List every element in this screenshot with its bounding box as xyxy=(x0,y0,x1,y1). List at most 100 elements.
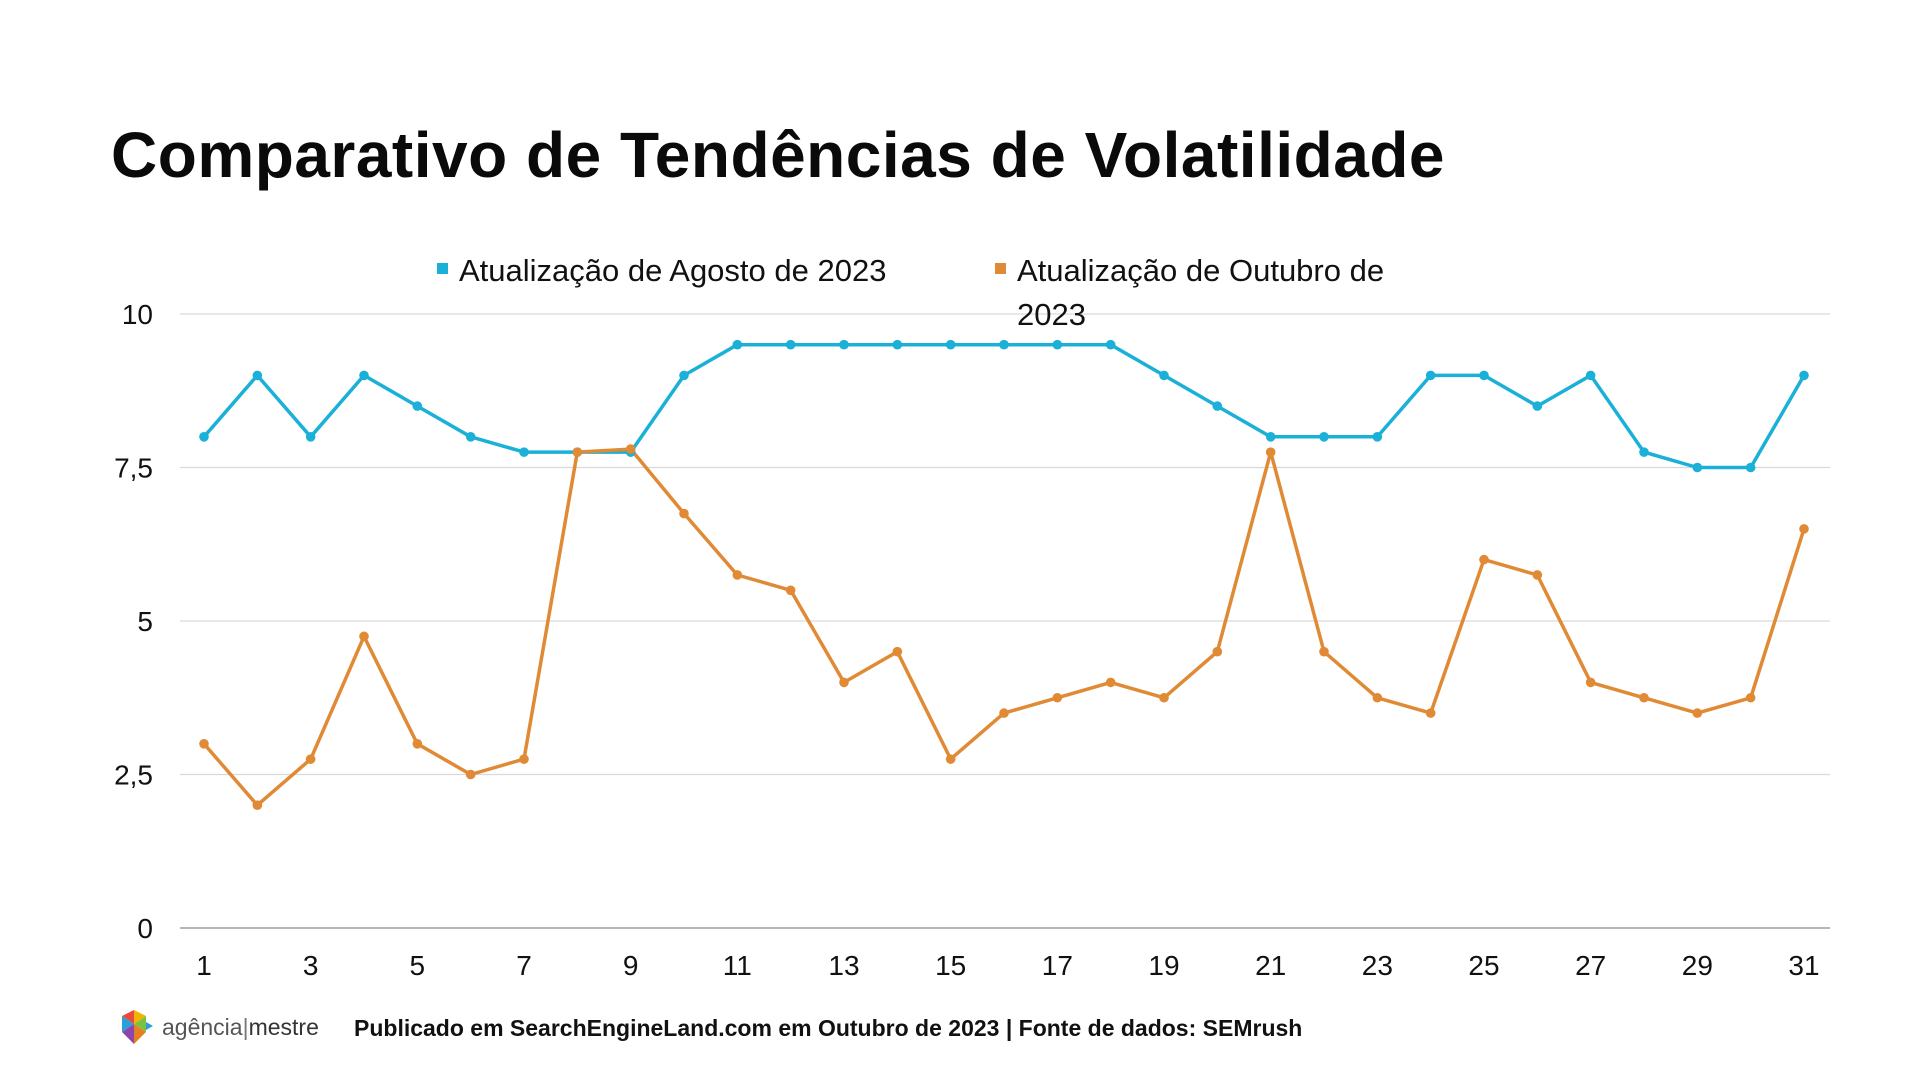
data-point-outubro xyxy=(785,585,796,596)
logo-brand: agência xyxy=(162,1013,243,1040)
chart-title: Comparativo de Tendências de Volatilidad… xyxy=(111,119,1445,191)
data-point-agosto xyxy=(359,370,369,381)
data-point-agosto xyxy=(1532,401,1543,411)
legend-label: Atualização de Agosto de 2023 xyxy=(459,253,886,288)
data-point-agosto xyxy=(519,447,529,457)
logo-text: agência|mestre xyxy=(162,1014,319,1041)
data-point-agosto xyxy=(1159,370,1169,381)
logo-brand2: mestre xyxy=(248,1013,319,1040)
x-tick-label: 21 xyxy=(1255,950,1286,981)
data-point-outubro xyxy=(999,708,1009,718)
data-point-outubro xyxy=(305,754,316,764)
data-point-outubro xyxy=(1319,646,1329,657)
data-point-outubro xyxy=(199,739,209,749)
data-point-agosto xyxy=(1585,370,1596,381)
data-point-outubro xyxy=(1105,677,1116,688)
x-tick-label: 25 xyxy=(1468,950,1499,981)
data-point-agosto xyxy=(732,339,743,350)
data-point-outubro xyxy=(625,444,636,454)
data-point-agosto xyxy=(1052,339,1063,350)
data-point-agosto xyxy=(892,339,903,350)
data-point-outubro xyxy=(945,754,956,764)
series-line-agosto xyxy=(202,342,1806,470)
data-point-outubro xyxy=(1639,692,1649,703)
data-point-agosto xyxy=(1319,432,1329,442)
y-tick-label: 0 xyxy=(137,913,153,944)
x-tick-label: 17 xyxy=(1042,950,1073,981)
data-point-agosto xyxy=(945,339,956,350)
data-point-outubro xyxy=(1372,692,1383,703)
logo-mark-icon xyxy=(122,1010,153,1044)
legend-label: 2023 xyxy=(1017,297,1086,332)
data-point-outubro xyxy=(1479,554,1489,565)
data-point-outubro xyxy=(839,677,849,688)
data-point-agosto xyxy=(1265,432,1276,442)
logo-separator: | xyxy=(242,1013,249,1040)
x-tick-label: 23 xyxy=(1362,950,1393,981)
data-point-outubro xyxy=(465,769,476,780)
data-point-agosto xyxy=(1745,462,1756,473)
data-point-agosto xyxy=(412,401,423,411)
y-tick-label: 7,5 xyxy=(114,453,153,484)
data-point-outubro xyxy=(1159,692,1169,703)
source-note: Publicado em SearchEngineLand.com em Out… xyxy=(354,1015,1303,1041)
legend-swatch xyxy=(995,263,1006,274)
x-tick-label: 29 xyxy=(1682,950,1713,981)
data-point-agosto xyxy=(1692,462,1703,473)
data-point-outubro xyxy=(1532,570,1543,580)
x-tick-label: 31 xyxy=(1788,950,1819,981)
data-point-outubro xyxy=(732,570,743,580)
x-tick-label: 7 xyxy=(516,950,532,981)
x-tick-label: 11 xyxy=(723,950,752,981)
data-point-outubro xyxy=(1745,692,1756,703)
data-point-agosto xyxy=(1479,370,1489,381)
x-tick-label: 5 xyxy=(410,950,426,981)
x-tick-label: 15 xyxy=(935,950,966,981)
x-tick-label: 19 xyxy=(1148,950,1179,981)
data-point-outubro xyxy=(1585,677,1596,688)
data-point-outubro xyxy=(1212,646,1223,657)
series-line-outubro xyxy=(202,447,1806,807)
x-tick-label: 1 xyxy=(196,950,212,981)
data-point-outubro xyxy=(1425,708,1436,718)
data-point-outubro xyxy=(679,508,689,519)
grid-lines xyxy=(180,313,1830,929)
x-tick-label: 13 xyxy=(828,950,859,981)
data-point-agosto xyxy=(999,339,1009,350)
data-point-outubro xyxy=(572,447,583,457)
data-point-agosto xyxy=(305,432,316,442)
data-point-agosto xyxy=(1212,401,1223,411)
data-point-outubro xyxy=(359,631,369,642)
data-point-agosto xyxy=(1639,447,1649,457)
y-tick-label: 2,5 xyxy=(114,760,153,791)
data-point-outubro xyxy=(412,739,423,749)
data-point-agosto xyxy=(199,432,209,442)
x-tick-label: 27 xyxy=(1575,950,1606,981)
data-point-agosto xyxy=(785,339,796,350)
data-point-agosto xyxy=(679,370,689,381)
legend: Atualização de Agosto de 2023 Atualização… xyxy=(437,253,1384,332)
data-point-outubro xyxy=(1692,708,1703,718)
data-point-outubro xyxy=(892,646,903,657)
data-point-outubro xyxy=(1799,524,1809,534)
data-point-outubro xyxy=(519,754,529,764)
data-point-outubro xyxy=(252,800,263,810)
x-tick-label: 3 xyxy=(303,950,319,981)
series-points xyxy=(199,339,1809,810)
series-lines xyxy=(202,342,1806,807)
data-point-agosto xyxy=(1372,432,1383,442)
data-point-agosto xyxy=(1105,339,1116,350)
data-point-agosto xyxy=(1425,370,1436,381)
legend-label: Atualização de Outubro de xyxy=(1017,253,1384,288)
data-point-outubro xyxy=(1265,447,1276,457)
data-point-agosto xyxy=(1799,370,1809,381)
data-point-agosto xyxy=(465,432,476,442)
x-tick-label: 9 xyxy=(623,950,639,981)
y-tick-label: 10 xyxy=(122,299,153,330)
data-point-outubro xyxy=(1052,692,1063,703)
y-tick-label: 5 xyxy=(137,606,153,637)
agency-logo: agência|mestre xyxy=(120,1007,319,1047)
data-point-agosto xyxy=(252,370,263,381)
